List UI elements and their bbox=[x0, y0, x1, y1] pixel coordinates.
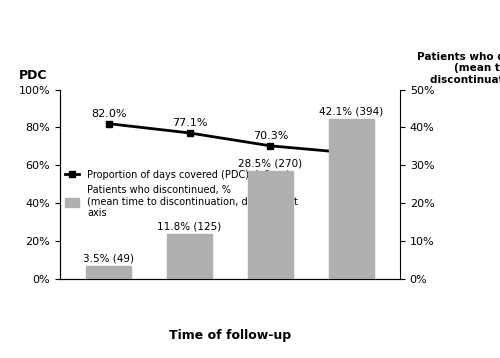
Text: 11.8% (125): 11.8% (125) bbox=[158, 222, 222, 232]
Text: PDC: PDC bbox=[19, 69, 48, 82]
Text: 70.3%: 70.3% bbox=[253, 131, 288, 141]
Bar bbox=[86, 266, 131, 279]
Text: 77.1%: 77.1% bbox=[172, 118, 208, 128]
Text: Patients who discontinued
(mean time to
discontinuation, days): Patients who discontinued (mean time to … bbox=[417, 52, 500, 85]
Text: 3.5% (49): 3.5% (49) bbox=[83, 253, 134, 263]
Bar bbox=[168, 234, 212, 279]
Bar bbox=[248, 171, 292, 279]
Bar bbox=[329, 120, 374, 279]
Text: 66.5%: 66.5% bbox=[334, 138, 369, 148]
Text: 42.1% (394): 42.1% (394) bbox=[320, 107, 384, 117]
Text: 28.5% (270): 28.5% (270) bbox=[238, 159, 302, 168]
Text: Time of follow-up: Time of follow-up bbox=[169, 329, 291, 342]
Text: 82.0%: 82.0% bbox=[91, 109, 126, 119]
Legend: Proportion of days covered (PDC) -left axis, Patients who discontinued, %
(mean : Proportion of days covered (PDC) -left a… bbox=[65, 170, 298, 218]
